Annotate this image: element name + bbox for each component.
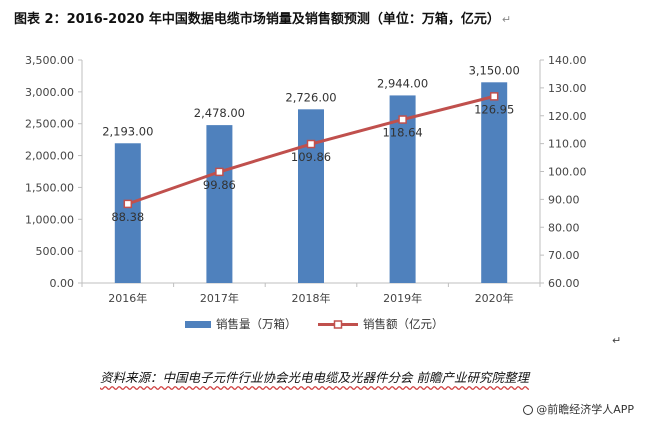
paragraph-mark: ↵ xyxy=(501,13,512,26)
bar-sales-volume xyxy=(389,95,416,283)
legend-label-sales-volume: 销售量（万箱） xyxy=(216,317,297,331)
chart-title: 图表 2：2016-2020 年中国数据电缆市场销量及销售额预测（单位：万箱，亿… xyxy=(14,8,511,27)
y-left-tick-label: 2,500.00 xyxy=(25,118,74,131)
watermark-text: @前瞻经济学人APP xyxy=(536,403,634,416)
bar-data-label: 2,193.00 xyxy=(102,124,153,138)
line-point-marker xyxy=(215,167,224,177)
x-tick-label: 2017年 xyxy=(200,291,239,305)
y-left-tick-label: 500.00 xyxy=(36,245,75,258)
x-tick-label: 2019年 xyxy=(383,291,422,305)
y-right-tick-label: 110.00 xyxy=(548,138,587,151)
line-data-label: 126.95 xyxy=(474,102,514,116)
paragraph-mark-chart: ↵ xyxy=(612,334,621,347)
combo-chart: 0.00 500.00 1,000.00 1,500.00 2,000.00 2,500.… xyxy=(25,54,621,347)
legend-swatch-sales-volume xyxy=(185,321,211,328)
y-right-tick-label: 120.00 xyxy=(548,110,587,123)
line-data-label: 88.38 xyxy=(111,210,144,224)
y-left-tick-label: 1,000.00 xyxy=(25,213,74,226)
bar-sales-volume xyxy=(206,125,233,283)
line-data-label: 109.86 xyxy=(291,150,331,164)
line-point-marker xyxy=(489,92,499,101)
y-right-tick-label: 60.00 xyxy=(548,277,580,290)
y-left-tick-label: 2,000.00 xyxy=(25,150,74,163)
bar-data-label: 2,944.00 xyxy=(377,76,428,90)
watermark-logo-icon xyxy=(523,405,534,415)
line-point-marker xyxy=(398,115,407,124)
y-right-tick-label: 90.00 xyxy=(548,193,580,206)
y-left-tick-label: 0.00 xyxy=(50,277,75,290)
line-point-marker xyxy=(306,139,316,149)
y-right-tick-label: 80.00 xyxy=(548,221,580,234)
bar-sales-volume xyxy=(114,143,141,283)
x-tick-label: 2016年 xyxy=(108,291,147,305)
y-left-tick-label: 1,500.00 xyxy=(25,181,74,194)
source-note: 资料来源：中国电子元件行业协会光电电缆及光器件分会 前瞻产业研究院整理 xyxy=(100,370,529,385)
legend-label-sales-revenue: 销售额（亿元） xyxy=(363,317,444,331)
bar-data-label: 2,726.00 xyxy=(285,90,336,104)
watermark: @前瞻经济学人APP xyxy=(523,401,634,417)
bar-sales-volume xyxy=(298,109,324,284)
bar-sales-volume xyxy=(481,82,508,283)
y-left-tick-label: 3,000.00 xyxy=(25,86,74,99)
line-point-marker xyxy=(123,199,133,209)
line-data-label: 118.64 xyxy=(382,126,422,140)
y-right-tick-label: 140.00 xyxy=(548,54,587,67)
chart-area: 0.00 500.00 1,000.00 1,500.00 2,000.00 2,500.… xyxy=(0,30,650,360)
x-tick-label: 2020年 xyxy=(475,291,514,305)
y-right-tick-label: 100.00 xyxy=(548,166,587,179)
y-right-tick-label: 70.00 xyxy=(548,249,580,262)
y-left-tick-label: 3,500.00 xyxy=(25,54,74,67)
x-tick-label: 2018年 xyxy=(292,291,331,305)
chart-title-text: 图表 2：2016-2020 年中国数据电缆市场销量及销售额预测（单位：万箱，亿… xyxy=(14,12,500,27)
y-right-tick-label: 130.00 xyxy=(548,82,587,95)
bar-data-label: 3,150.00 xyxy=(469,63,520,77)
line-data-label: 99.86 xyxy=(203,178,236,192)
bar-data-label: 2,478.00 xyxy=(194,106,245,120)
legend-marker-sales-revenue xyxy=(333,320,343,329)
